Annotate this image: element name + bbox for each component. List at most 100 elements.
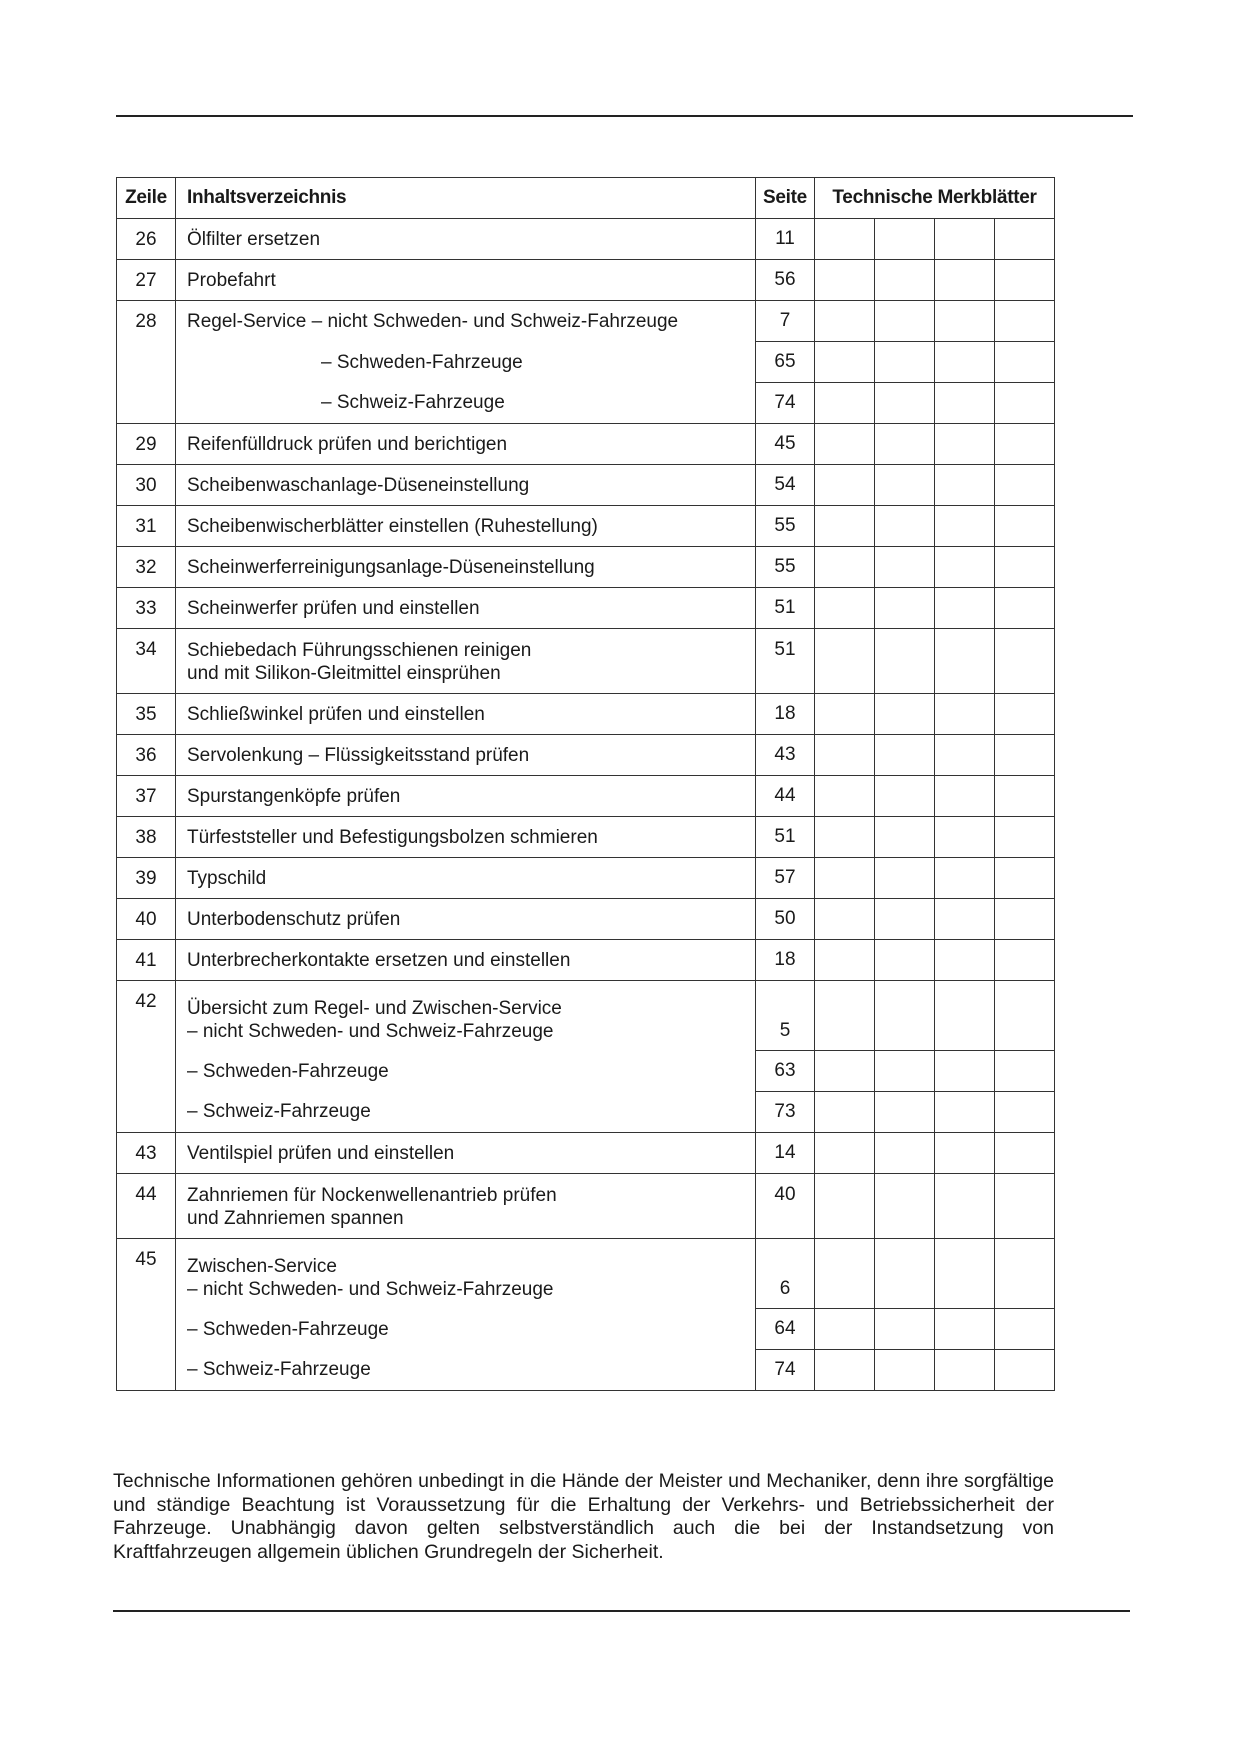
merkblatt-cell <box>814 939 875 981</box>
entry-text: Übersicht zum Regel- und Zwischen-Servic… <box>175 980 756 1051</box>
merkblatt-cell <box>993 628 1056 694</box>
entry-page: 18 <box>755 693 815 735</box>
merkblatt-cell <box>934 259 995 301</box>
merkblatt-cell <box>874 775 935 817</box>
merkblatt-cell <box>874 898 935 940</box>
header-merkblaetter: Technische Merkblätter <box>813 177 1056 219</box>
table-row: 45 Zwischen-Service – nicht Schweden- und… <box>116 1238 1056 1391</box>
entry-text: – Schweden-Fahrzeuge <box>175 1050 756 1092</box>
entry-text: Ventilspiel prüfen und einstellen <box>175 1132 756 1174</box>
merkblatt-cell <box>814 693 875 735</box>
header-zeile: Zeile <box>116 177 176 219</box>
merkblatt-cell <box>874 505 935 547</box>
entry-text: Reifenfülldruck prüfen und berichtigen <box>175 423 756 465</box>
row-number: 27 <box>116 259 176 301</box>
table-row: 34 Schiebedach Führungsschienen reinigen … <box>116 628 1056 694</box>
table-row: – Schweiz-Fahrzeuge 73 <box>117 1091 1056 1133</box>
table-row: 42 Übersicht zum Regel- und Zwischen-Serv… <box>116 980 1056 1133</box>
table-row: 43 Ventilspiel prüfen und einstellen 14 <box>116 1132 1056 1174</box>
merkblatt-cell <box>814 1173 875 1239</box>
merkblatt-cell <box>993 693 1056 735</box>
table-row: – Schweden-Fahrzeuge 63 <box>117 1050 1056 1092</box>
merkblatt-cell <box>814 546 875 588</box>
table-row: 37 Spurstangenköpfe prüfen 44 <box>116 775 1056 817</box>
entry-text: Regel-Service – nicht Schweden- und Schw… <box>175 300 756 342</box>
entry-text: Unterbrecherkontakte ersetzen und einste… <box>175 939 756 981</box>
table-row: – Schweden-Fahrzeuge 65 <box>117 341 1056 383</box>
merkblatt-cell <box>993 1308 1056 1350</box>
merkblatt-cell <box>993 587 1056 629</box>
merkblatt-cell <box>814 816 875 858</box>
merkblatt-cell <box>993 857 1056 899</box>
row-number: 38 <box>116 816 176 858</box>
merkblatt-cell <box>934 464 995 506</box>
entry-text: Schiebedach Führungsschienen reinigen un… <box>175 628 756 694</box>
entry-page: 11 <box>755 218 815 260</box>
merkblatt-cell <box>934 1091 995 1133</box>
row-number: 36 <box>116 734 176 776</box>
merkblatt-cell <box>993 816 1056 858</box>
merkblatt-cell <box>814 464 875 506</box>
table-row: 38 Türfeststeller und Befestigungsbolzen … <box>116 816 1056 858</box>
header-seite: Seite <box>755 177 815 219</box>
entry-text: Türfeststeller und Befestigungsbolzen sc… <box>175 816 756 858</box>
merkblatt-cell <box>874 816 935 858</box>
row-number: 29 <box>116 423 176 465</box>
entry-text: – Schweiz-Fahrzeuge <box>175 1091 756 1133</box>
merkblatt-cell <box>993 734 1056 776</box>
entry-page: 44 <box>755 775 815 817</box>
entry-text: Spurstangenköpfe prüfen <box>175 775 756 817</box>
merkblatt-cell <box>934 939 995 981</box>
row-number: 41 <box>116 939 176 981</box>
merkblatt-cell <box>814 734 875 776</box>
merkblatt-cell <box>814 1091 875 1133</box>
bottom-rule <box>113 1610 1130 1612</box>
merkblatt-cell <box>874 939 935 981</box>
merkblatt-cell <box>874 1173 935 1239</box>
merkblatt-cell <box>993 218 1056 260</box>
merkblatt-cell <box>934 816 995 858</box>
table-row: 41 Unterbrecherkontakte ersetzen und eins… <box>116 939 1056 981</box>
merkblatt-cell <box>993 505 1056 547</box>
row-number: 34 <box>116 628 176 694</box>
merkblatt-cell <box>993 1050 1056 1092</box>
merkblatt-cell <box>814 898 875 940</box>
entry-text: Scheinwerfer prüfen und einstellen <box>175 587 756 629</box>
merkblatt-cell <box>993 1173 1056 1239</box>
merkblatt-cell <box>814 1132 875 1174</box>
entry-page: 57 <box>755 857 815 899</box>
row-number: 31 <box>116 505 176 547</box>
merkblatt-cell <box>814 587 875 629</box>
merkblatt-cell <box>874 546 935 588</box>
table-row: – Schweiz-Fahrzeuge 74 <box>117 1349 1056 1391</box>
entry-text: Unterbodenschutz prüfen <box>175 898 756 940</box>
merkblatt-cell <box>874 423 935 465</box>
merkblatt-cell <box>874 382 935 424</box>
entry-page: 45 <box>755 423 815 465</box>
merkblatt-cell <box>814 1308 875 1350</box>
merkblatt-cell <box>934 218 995 260</box>
entry-text: Typschild <box>175 857 756 899</box>
merkblatt-cell <box>934 693 995 735</box>
entry-page: 14 <box>755 1132 815 1174</box>
merkblatt-cell <box>993 423 1056 465</box>
merkblatt-cell <box>934 382 995 424</box>
merkblatt-cell <box>934 1132 995 1174</box>
merkblatt-cell <box>814 1238 875 1309</box>
merkblatt-cell <box>934 1238 995 1309</box>
table-row: 35 Schließwinkel prüfen und einstellen 18 <box>116 693 1056 735</box>
table-row: 40 Unterbodenschutz prüfen 50 <box>116 898 1056 940</box>
merkblatt-cell <box>993 1349 1056 1391</box>
table-row: 28 Regel-Service – nicht Schweden- und Sc… <box>116 300 1056 424</box>
merkblatt-cell <box>993 464 1056 506</box>
merkblatt-cell <box>874 1132 935 1174</box>
merkblatt-cell <box>874 980 935 1051</box>
merkblatt-cell <box>993 1091 1056 1133</box>
table-row: 29 Reifenfülldruck prüfen und berichtigen… <box>116 423 1056 465</box>
merkblatt-cell <box>993 546 1056 588</box>
row-number: 45 <box>116 1238 176 1391</box>
merkblatt-cell <box>814 300 875 342</box>
table-row: 33 Scheinwerfer prüfen und einstellen 51 <box>116 587 1056 629</box>
merkblatt-cell <box>934 775 995 817</box>
entry-page: 51 <box>755 587 815 629</box>
